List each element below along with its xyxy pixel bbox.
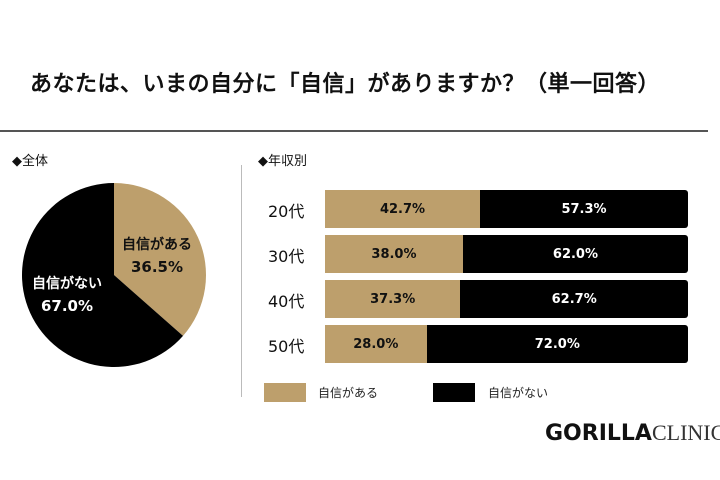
bar-segment-yes: 37.3% bbox=[325, 280, 461, 318]
bar-segment-yes: 28.0% bbox=[325, 325, 427, 363]
pie-slice-no bbox=[22, 183, 184, 367]
bar-segment-yes: 42.7% bbox=[325, 190, 480, 228]
category-label: 30代 bbox=[268, 247, 305, 266]
bar-segment-yes: 38.0% bbox=[325, 235, 463, 273]
bar-data-label: 62.0% bbox=[552, 246, 599, 262]
pie-label-yes-value: 36.5% bbox=[130, 258, 184, 276]
bar-data-label: 38.0% bbox=[371, 246, 417, 262]
legend-swatch-yes bbox=[264, 383, 306, 402]
bar-data-label: 72.0% bbox=[534, 336, 580, 352]
logo-bold: GORILLA bbox=[545, 421, 652, 446]
pie-label-yes: 自信がある 36.5% bbox=[112, 234, 202, 278]
pie-slice-yes bbox=[114, 183, 207, 336]
legend-label-yes: 自信がある bbox=[318, 386, 379, 400]
pie-chart bbox=[22, 183, 207, 367]
bar-data-label: 62.7% bbox=[551, 291, 597, 307]
section-divider bbox=[241, 165, 242, 397]
bar-segment-no: 72.0% bbox=[426, 325, 688, 363]
bar-data-label: 37.3% bbox=[370, 291, 416, 307]
category-label: 50代 bbox=[268, 337, 305, 356]
bar-data-label: 42.7% bbox=[379, 201, 426, 217]
legend-swatch-no bbox=[433, 383, 475, 402]
bar-segment-no: 57.3% bbox=[480, 190, 688, 228]
pie-label-no-value: 67.0% bbox=[40, 297, 94, 315]
title-divider bbox=[0, 130, 708, 132]
bar-section-title: ◆年収別 bbox=[258, 154, 307, 169]
bar-data-label: 28.0% bbox=[353, 336, 399, 352]
pie-label-yes-name: 自信がある bbox=[122, 237, 192, 253]
bar-data-label: 57.3% bbox=[561, 201, 607, 217]
gorilla-clinic-logo: GORILLACLINIC bbox=[545, 420, 720, 446]
pie-section-title: ◆全体 bbox=[12, 154, 48, 169]
category-label: 40代 bbox=[268, 292, 305, 311]
pie-label-no-name: 自信がない bbox=[32, 276, 102, 292]
category-label: 20代 bbox=[268, 202, 305, 221]
logo-light: CLINIC bbox=[651, 420, 720, 445]
bar-segment-no: 62.0% bbox=[462, 235, 688, 273]
bar-segment-no: 62.7% bbox=[460, 280, 688, 318]
legend-label-no: 自信がない bbox=[488, 386, 549, 400]
page-title: あなたは、いまの自分に「自信」がありますか？（単一回答） bbox=[30, 72, 661, 97]
pie-label-no: 自信がない 67.0% bbox=[22, 273, 112, 317]
